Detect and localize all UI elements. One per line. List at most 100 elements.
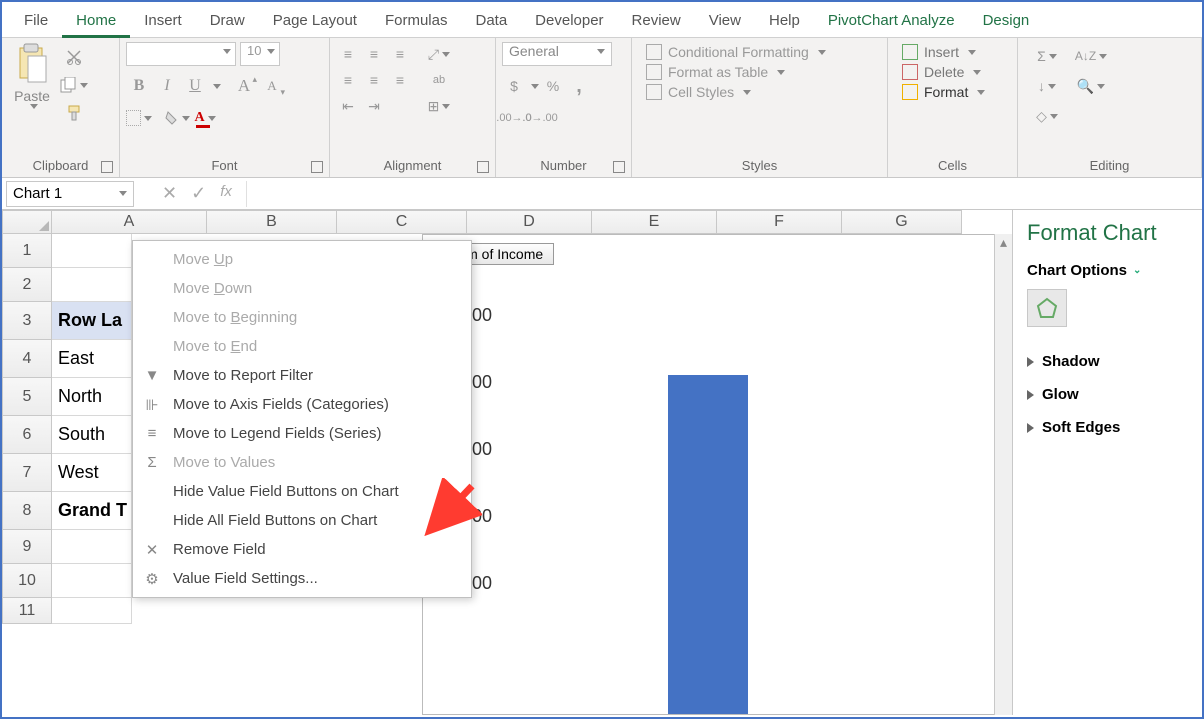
tab-insert[interactable]: Insert: [130, 6, 196, 37]
number-dialog-launcher[interactable]: [613, 161, 625, 173]
cancel-formula-button[interactable]: ✕: [162, 183, 177, 204]
pane-section-glow[interactable]: Glow: [1027, 378, 1188, 411]
pane-section-soft-edges[interactable]: Soft Edges: [1027, 411, 1188, 444]
tab-pivotchart-analyze[interactable]: PivotChart Analyze: [814, 6, 969, 37]
pane-section-shadow[interactable]: Shadow: [1027, 345, 1188, 378]
row-header[interactable]: 1: [2, 234, 52, 268]
cell[interactable]: [52, 234, 132, 268]
font-size-select[interactable]: 10: [240, 42, 280, 66]
decrease-indent-button[interactable]: ⇤: [336, 94, 360, 118]
menu-item-hide-value-field-buttons-on-chart[interactable]: Hide Value Field Buttons on Chart: [133, 477, 471, 506]
cell[interactable]: [52, 530, 132, 564]
increase-indent-button[interactable]: ⇥: [362, 94, 386, 118]
format-cells-button[interactable]: Format: [902, 84, 985, 100]
effects-icon[interactable]: [1027, 289, 1067, 327]
tab-formulas[interactable]: Formulas: [371, 6, 462, 37]
menu-item-move-to-report-filter[interactable]: ▼Move to Report Filter: [133, 361, 471, 390]
row-header[interactable]: 2: [2, 268, 52, 302]
column-header[interactable]: E: [592, 210, 717, 234]
menu-item-move-to-axis-fields-categories[interactable]: ⊪Move to Axis Fields (Categories): [133, 390, 471, 419]
row-header[interactable]: 7: [2, 454, 52, 492]
borders-button[interactable]: [126, 106, 152, 130]
tab-help[interactable]: Help: [755, 6, 814, 37]
find-select-button[interactable]: 🔍: [1074, 74, 1108, 98]
menu-item-value-field-settings[interactable]: ⚙Value Field Settings...: [133, 564, 471, 593]
align-right-button[interactable]: ≡: [388, 68, 412, 92]
row-header[interactable]: 3: [2, 302, 52, 340]
column-header[interactable]: B: [207, 210, 337, 234]
currency-button[interactable]: $: [502, 74, 526, 98]
menu-item-move-to-legend-fields-series[interactable]: ≡Move to Legend Fields (Series): [133, 419, 471, 448]
cut-button[interactable]: [60, 46, 88, 68]
menu-item-hide-all-field-buttons-on-chart[interactable]: Hide All Field Buttons on Chart: [133, 506, 471, 535]
insert-function-button[interactable]: fx: [220, 183, 232, 204]
tab-review[interactable]: Review: [618, 6, 695, 37]
font-color-button[interactable]: A: [192, 106, 218, 130]
wrap-text-button[interactable]: ab: [422, 68, 456, 92]
column-header[interactable]: A: [52, 210, 207, 234]
select-all-corner[interactable]: [2, 210, 52, 234]
name-box[interactable]: Chart 1: [6, 181, 134, 207]
fill-color-button[interactable]: [164, 106, 190, 130]
cell[interactable]: South: [52, 416, 132, 454]
align-left-button[interactable]: ≡: [336, 68, 360, 92]
copy-button[interactable]: [60, 74, 88, 96]
bold-button[interactable]: B: [126, 74, 152, 98]
tab-file[interactable]: File: [10, 6, 62, 37]
column-header[interactable]: F: [717, 210, 842, 234]
cell[interactable]: East: [52, 340, 132, 378]
formula-input[interactable]: [246, 181, 1202, 207]
row-header[interactable]: 8: [2, 492, 52, 530]
column-header[interactable]: D: [467, 210, 592, 234]
align-middle-button[interactable]: ≡: [362, 42, 386, 66]
vertical-scrollbar[interactable]: ▴: [994, 234, 1012, 715]
tab-page-layout[interactable]: Page Layout: [259, 6, 371, 37]
worksheet-grid[interactable]: ABCDEFG 1234567891011 Row LaEastNorthSou…: [2, 210, 1012, 715]
paste-button[interactable]: Paste: [8, 42, 56, 109]
cell[interactable]: Row La: [52, 302, 132, 340]
row-header[interactable]: 11: [2, 598, 52, 624]
cell[interactable]: [52, 598, 132, 624]
font-name-select[interactable]: [126, 42, 236, 66]
alignment-dialog-launcher[interactable]: [477, 161, 489, 173]
decrease-decimal-button[interactable]: .0→.00: [528, 106, 552, 130]
delete-cells-button[interactable]: Delete: [902, 64, 985, 80]
clipboard-dialog-launcher[interactable]: [101, 161, 113, 173]
cell-styles-button[interactable]: Cell Styles: [646, 84, 826, 100]
decrease-font-button[interactable]: A▾: [259, 74, 285, 98]
cell[interactable]: North: [52, 378, 132, 416]
tab-developer[interactable]: Developer: [521, 6, 617, 37]
menu-item-remove-field[interactable]: ✕Remove Field: [133, 535, 471, 564]
column-header[interactable]: G: [842, 210, 962, 234]
underline-button[interactable]: U: [182, 74, 208, 98]
align-bottom-button[interactable]: ≡: [388, 42, 412, 66]
font-dialog-launcher[interactable]: [311, 161, 323, 173]
tab-data[interactable]: Data: [461, 6, 521, 37]
pivot-chart[interactable]: Sum of Income 00,00000,00000,00000,00000…: [422, 234, 1012, 715]
row-header[interactable]: 6: [2, 416, 52, 454]
pane-options-dropdown[interactable]: Chart Options⌄: [1027, 262, 1188, 279]
row-header[interactable]: 4: [2, 340, 52, 378]
merge-button[interactable]: ⊞: [422, 94, 456, 118]
tab-home[interactable]: Home: [62, 6, 130, 38]
cell[interactable]: [52, 564, 132, 598]
conditional-formatting-button[interactable]: Conditional Formatting: [646, 44, 826, 60]
cell[interactable]: West: [52, 454, 132, 492]
number-format-select[interactable]: General: [502, 42, 612, 66]
increase-font-button[interactable]: A▴: [231, 74, 257, 98]
fill-button[interactable]: ↓: [1032, 74, 1062, 98]
row-header[interactable]: 9: [2, 530, 52, 564]
percent-button[interactable]: %: [541, 74, 565, 98]
cell[interactable]: [52, 268, 132, 302]
tab-design[interactable]: Design: [969, 6, 1044, 37]
enter-formula-button[interactable]: ✓: [191, 183, 206, 204]
tab-view[interactable]: View: [695, 6, 755, 37]
format-painter-button[interactable]: [60, 102, 88, 124]
align-top-button[interactable]: ≡: [336, 42, 360, 66]
orientation-button[interactable]: ⤢: [422, 42, 456, 66]
autosum-button[interactable]: Σ: [1032, 44, 1062, 68]
tab-draw[interactable]: Draw: [196, 6, 259, 37]
sort-filter-button[interactable]: A↓Z: [1074, 44, 1108, 68]
column-header[interactable]: C: [337, 210, 467, 234]
insert-cells-button[interactable]: Insert: [902, 44, 985, 60]
